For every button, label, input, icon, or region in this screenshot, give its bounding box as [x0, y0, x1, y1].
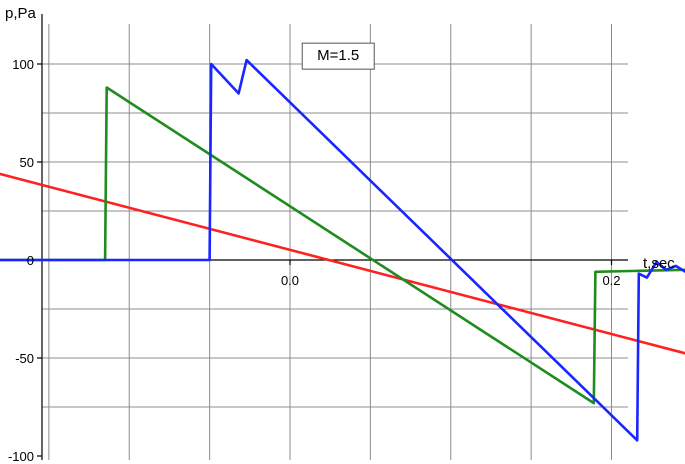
series-line-m-5-0 [0, 172, 685, 355]
series-line-m-2-5 [0, 86, 685, 405]
x-axis-label: t,sec [643, 255, 675, 272]
annotation-text: M=1.5 [317, 47, 359, 64]
y-tick-label: 0 [27, 253, 34, 268]
series-annotation: M=1.5 [301, 42, 375, 70]
y-tick-label: -100 [8, 449, 34, 464]
y-tick-label: 50 [20, 155, 34, 170]
series-line-m-1-5 [0, 58, 685, 442]
series-lines [0, 58, 685, 442]
y-tick-label: -50 [15, 351, 34, 366]
x-tick-label: 0.2 [602, 273, 620, 288]
x-tick-label: 0.0 [281, 273, 299, 288]
axes [37, 14, 628, 460]
annotations: M=1.5M=2.5M=5.0 [301, 42, 375, 70]
grid [42, 24, 628, 460]
y-axis-label: p,Pa [5, 5, 37, 22]
y-tick-label: 100 [12, 57, 34, 72]
annotation-box [301, 42, 375, 70]
